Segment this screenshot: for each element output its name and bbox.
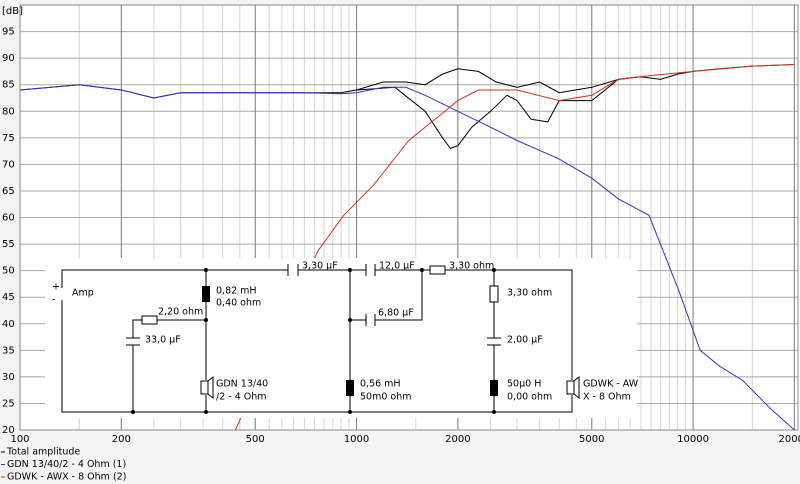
circuit-label: 0,56 mH (360, 379, 401, 390)
inductor (202, 286, 210, 302)
y-tick-label: 70 (2, 159, 15, 170)
circuit-label: 2,00 µF (507, 335, 543, 346)
y-tick-label: 40 (2, 319, 15, 330)
y-tick-label: 80 (2, 106, 15, 117)
circuit-label: 33,0 µF (145, 335, 181, 346)
circuit-label: Amp (72, 288, 94, 299)
y-tick-label: 30 (2, 372, 15, 383)
circuit-label: - (52, 295, 55, 306)
x-tick-label: 10000 (677, 434, 709, 445)
circuit-panel (45, 258, 637, 418)
y-unit: [dB] (2, 6, 23, 17)
node (204, 410, 208, 414)
circuit-label: GDWK - AW (583, 379, 639, 390)
circuit-label: 3,30 µF (302, 261, 338, 272)
y-tick-label: 55 (2, 239, 15, 250)
circuit-label: 3,30 ohm (507, 288, 552, 299)
y-tick-label: 25 (2, 398, 15, 409)
circuit-label: + (52, 282, 60, 293)
legend-label: GDN 13/40/2 - 4 Ohm (1) (7, 459, 126, 470)
node (492, 410, 496, 414)
circuit-label: 0,82 mH (216, 286, 257, 297)
y-tick-label: 35 (2, 345, 15, 356)
lines (20, 64, 795, 430)
node (204, 268, 208, 272)
inductor (346, 380, 354, 396)
circuit-label: 12,0 µF (379, 261, 415, 272)
y-tick-label: 45 (2, 292, 15, 303)
series-line (235, 64, 795, 430)
node (420, 268, 424, 272)
legend-label: Total amplitude (6, 447, 80, 458)
circuit-label: /2 - 4 Ohm (216, 392, 267, 403)
series-line (20, 84, 795, 430)
wires (61, 264, 580, 413)
node (348, 268, 352, 272)
x-tick-label: 100 (10, 434, 29, 445)
x-tick-label: 500 (246, 434, 265, 445)
x-tick-label: 1000 (344, 434, 369, 445)
circuit-label: 2,20 ohm (158, 307, 203, 318)
x-tick-label: 5000 (579, 434, 604, 445)
circuit-label: X - 8 Ohm (583, 392, 631, 403)
node (348, 318, 352, 322)
x-tick-label: 20000 (778, 434, 800, 445)
node (492, 268, 496, 272)
series-line (356, 76, 642, 149)
circuit-label: GDN 13/40 (216, 379, 268, 390)
y-tick-label: 65 (2, 186, 15, 197)
y-tick-label: 95 (2, 27, 15, 38)
y-tick-label: 20 (2, 425, 15, 436)
plot-border (19, 4, 799, 431)
legend-label: GDWK - AWX - 8 Ohm (2) (7, 472, 126, 483)
y-tick-label: 60 (2, 213, 15, 224)
y-tick-label: 50 (2, 266, 15, 277)
inductor (490, 380, 498, 396)
x-tick-label: 2000 (445, 434, 470, 445)
node (204, 318, 208, 322)
circuit-label: 0,40 ohm (216, 298, 261, 309)
circuit-label: 3,30 ohm (449, 261, 494, 272)
y-tick-label: 75 (2, 133, 15, 144)
circuit-label: 50m0 ohm (360, 392, 412, 403)
circuit-diagram: + - Amp 2,20 ohm 33,0 µF 0,82 mH 0,40 oh… (45, 258, 639, 418)
circuit-label: 50µ0 H (507, 379, 541, 390)
x-tick-label: 200 (112, 434, 131, 445)
y-tick-label: 85 (2, 80, 15, 91)
circuit-label: 0,00 ohm (507, 392, 552, 403)
circuit-label: 6,80 µF (378, 308, 414, 319)
node (348, 410, 352, 414)
node (131, 410, 135, 414)
y-tick-label: 90 (2, 53, 15, 64)
